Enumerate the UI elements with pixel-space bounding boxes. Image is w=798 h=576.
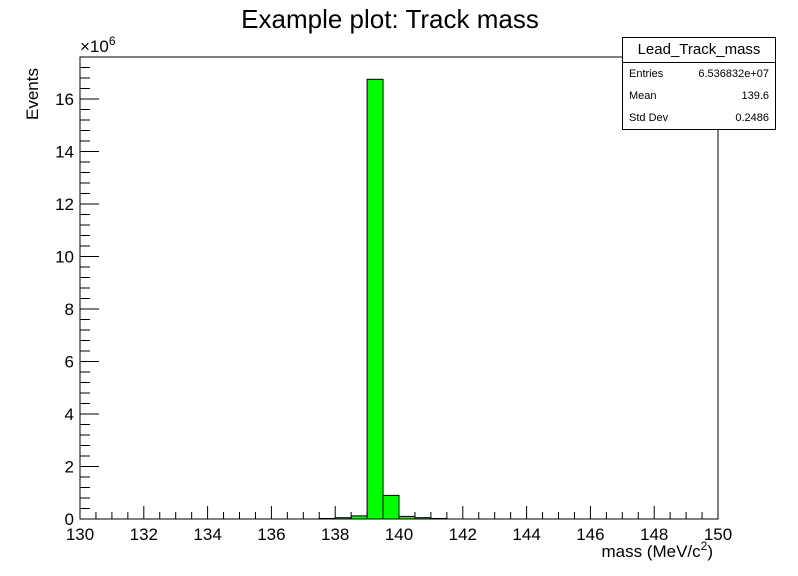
- x-tick-label: 144: [512, 525, 540, 544]
- x-tick-label: 150: [704, 525, 732, 544]
- chart-title: Example plot: Track mass: [241, 4, 539, 34]
- stats-box: Lead_Track_mass Entries 6.536832e+07 Mea…: [622, 37, 776, 130]
- x-axis-title: mass (MeV/c2): [601, 539, 713, 561]
- histogram-bar: [366, 78, 384, 520]
- stats-row-mean: Mean 139.6: [623, 85, 775, 107]
- x-tick-label: 132: [130, 525, 158, 544]
- x-tick-label: 146: [576, 525, 604, 544]
- x-tick-label: 136: [257, 525, 285, 544]
- stats-label: Mean: [629, 90, 657, 102]
- stats-label: Std Dev: [629, 112, 669, 124]
- stats-title: Lead_Track_mass: [623, 38, 775, 63]
- x-tick-label: 142: [449, 525, 477, 544]
- stats-value: 139.6: [741, 90, 769, 102]
- x-tick-label: 138: [321, 525, 349, 544]
- x-tick-label: 134: [193, 525, 221, 544]
- y-tick-label: 4: [65, 405, 74, 424]
- y-tick-label: 10: [55, 248, 74, 267]
- y-multiplier-label: ×106: [80, 34, 116, 56]
- stats-label: Entries: [629, 68, 664, 80]
- stats-row-stddev: Std Dev 0.2486: [623, 107, 775, 129]
- y-tick-label: 6: [65, 353, 74, 372]
- bars-layer: [318, 78, 448, 520]
- x-tick-label: 130: [66, 525, 94, 544]
- y-tick-label: 8: [65, 300, 74, 319]
- ticks-layer: 130 132 134 136 138 140 142 144 146 148 150 0 2 4 6 8 10…: [55, 56, 732, 544]
- stats-row-entries: Entries 6.536832e+07: [623, 63, 775, 85]
- y-tick-label: 16: [55, 90, 74, 109]
- y-tick-label: 12: [55, 195, 74, 214]
- stats-value: 0.2486: [735, 112, 769, 124]
- y-tick-label: 0: [65, 510, 74, 529]
- y-axis-title: Events: [23, 68, 42, 120]
- stats-value: 6.536832e+07: [698, 68, 769, 80]
- x-tick-label: 140: [385, 525, 413, 544]
- y-tick-label: 14: [55, 143, 74, 162]
- histogram-bar: [382, 494, 400, 520]
- y-tick-label: 2: [65, 458, 74, 477]
- x-tick-label: 148: [640, 525, 668, 544]
